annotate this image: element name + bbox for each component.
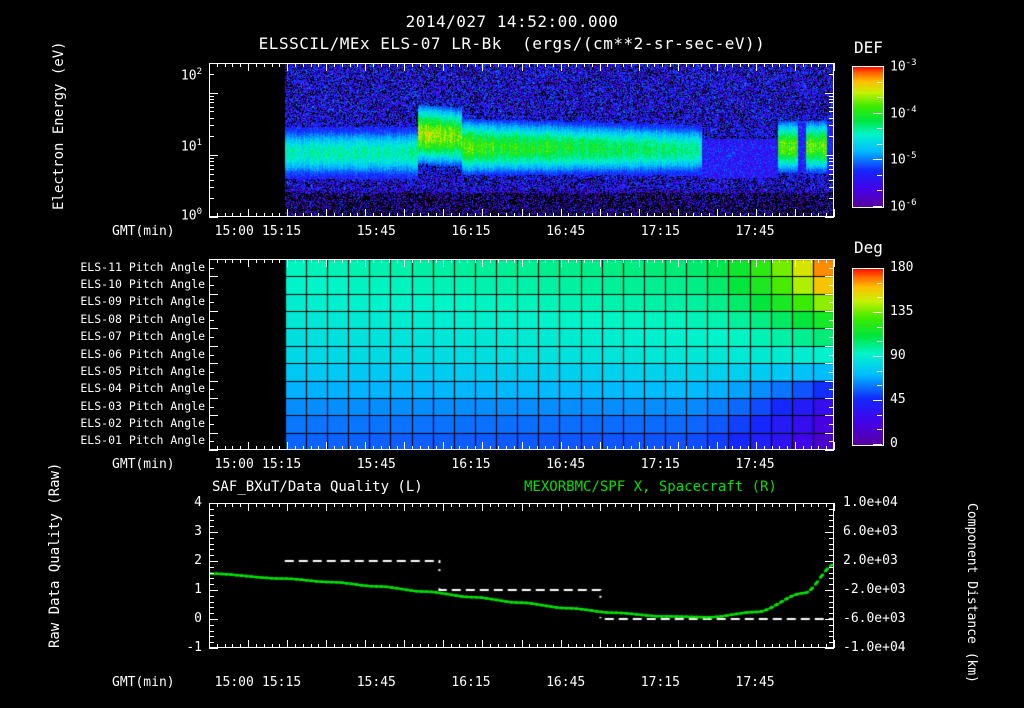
deg-colorbar-label: 90: [890, 348, 906, 363]
xtick-label: 15:00: [214, 224, 254, 239]
pitch-row-label: ELS-11 Pitch Angle: [80, 259, 205, 274]
pitch-row-label: ELS-01 Pitch Angle: [80, 433, 205, 448]
data-quality-panel: [209, 503, 835, 649]
quality-panel-xlabel: GMT(min): [112, 675, 175, 690]
xtick-label: 16:15: [451, 224, 491, 239]
quality-right-ytick-label: 2.0e+03: [843, 553, 898, 568]
deg-colorbar-label: 45: [890, 392, 906, 407]
quality-left-ytick-label: 0: [194, 611, 202, 626]
pitch-panel-xlabel: GMT(min): [112, 457, 175, 472]
energy-panel-xlabel: GMT(min): [112, 224, 175, 239]
xtick-label: 15:45: [356, 224, 396, 239]
quality-left-ytick-label: 4: [194, 495, 202, 510]
energy-spectrogram-image: [209, 63, 834, 217]
xtick-label: 17:45: [735, 675, 775, 690]
pitch-row-label: ELS-05 Pitch Angle: [80, 363, 205, 378]
quality-right-ytick-label: -1.0e+04: [843, 640, 906, 655]
pitch-row-label: ELS-08 Pitch Angle: [80, 311, 205, 326]
xtick-label: 17:15: [640, 675, 680, 690]
quality-right-ytick-label: 6.0e+03: [843, 524, 898, 539]
deg-colorbar-label: 0: [890, 436, 898, 451]
xtick-label: 17:15: [640, 457, 680, 472]
quality-left-ytick-label: 2: [194, 553, 202, 568]
xtick-label: 17:45: [735, 457, 775, 472]
xtick-label: 16:15: [451, 457, 491, 472]
deg-colorbar-label: 135: [890, 304, 914, 319]
quality-right-series-label: MEXORBMC/SPF X, Spacecraft (R): [524, 479, 777, 495]
xtick-label: 15:15: [262, 224, 302, 239]
pitch-row-label: ELS-07 Pitch Angle: [80, 329, 205, 344]
energy-ytick-label-1: 101: [180, 138, 202, 155]
quality-right-ylabel: Component Distance (km): [964, 503, 979, 684]
deg-colorbar-title: Deg: [854, 238, 883, 257]
xtick-label: 15:45: [356, 675, 396, 690]
pitch-row-label: ELS-06 Pitch Angle: [80, 346, 205, 361]
quality-left-ytick-label: 1: [194, 582, 202, 597]
energy-spectrogram-panel: [209, 63, 835, 218]
quality-left-ylabel: Raw Data Quality (Raw): [47, 462, 63, 648]
xtick-label: 15:00: [214, 675, 254, 690]
energy-ytick-label-2: 102: [180, 67, 202, 84]
def-colorbar-label: 10-4: [890, 104, 917, 121]
deg-colorbar: [852, 268, 884, 446]
energy-panel-ylabel: Electron Energy (eV): [51, 41, 67, 210]
pitch-row-label: ELS-03 Pitch Angle: [80, 398, 205, 413]
data-quality-plot: [209, 503, 834, 648]
quality-left-ytick-label: -1: [186, 640, 202, 655]
pitch-row-label: ELS-09 Pitch Angle: [80, 294, 205, 309]
def-colorbar-title: DEF: [854, 38, 883, 57]
quality-left-series-label: SAF_BXuT/Data Quality (L): [212, 479, 423, 495]
xtick-label: 16:45: [546, 224, 586, 239]
pitch-row-label: ELS-04 Pitch Angle: [80, 381, 205, 396]
xtick-label: 15:15: [262, 675, 302, 690]
energy-panel-frame: [209, 63, 834, 217]
xtick-label: 16:15: [451, 675, 491, 690]
deg-colorbar-label: 180: [890, 260, 914, 275]
xtick-label: 15:45: [356, 457, 396, 472]
pitch-angle-image: [209, 259, 834, 450]
plot-title-timestamp: 2014/027 14:52:00.000: [405, 12, 619, 31]
quality-right-ytick-label: 1.0e+04: [843, 495, 898, 510]
pitch-row-label: ELS-10 Pitch Angle: [80, 277, 205, 292]
quality-left-ytick-label: 3: [194, 524, 202, 539]
pitch-angle-panel: [209, 259, 835, 451]
xtick-label: 17:45: [735, 224, 775, 239]
pitch-panel-frame: [209, 259, 834, 450]
def-colorbar-label: 10-3: [890, 58, 917, 75]
xtick-label: 15:15: [262, 457, 302, 472]
energy-ytick-label-0: 100: [180, 207, 202, 224]
quality-panel-frame: [209, 503, 834, 648]
def-colorbar-label: 10-5: [890, 151, 917, 168]
xtick-label: 15:00: [214, 457, 254, 472]
quality-right-ytick-label: -2.0e+03: [843, 582, 906, 597]
def-colorbar: [852, 66, 884, 208]
plot-title-dataset: ELSSCIL/MEx ELS-07 LR-Bk (ergs/(cm**2-sr…: [258, 34, 766, 53]
pitch-row-label: ELS-02 Pitch Angle: [80, 415, 205, 430]
xtick-label: 17:15: [640, 224, 680, 239]
def-colorbar-label: 10-6: [890, 198, 917, 215]
xtick-label: 16:45: [546, 675, 586, 690]
quality-right-ytick-label: -6.0e+03: [843, 611, 906, 626]
xtick-label: 16:45: [546, 457, 586, 472]
